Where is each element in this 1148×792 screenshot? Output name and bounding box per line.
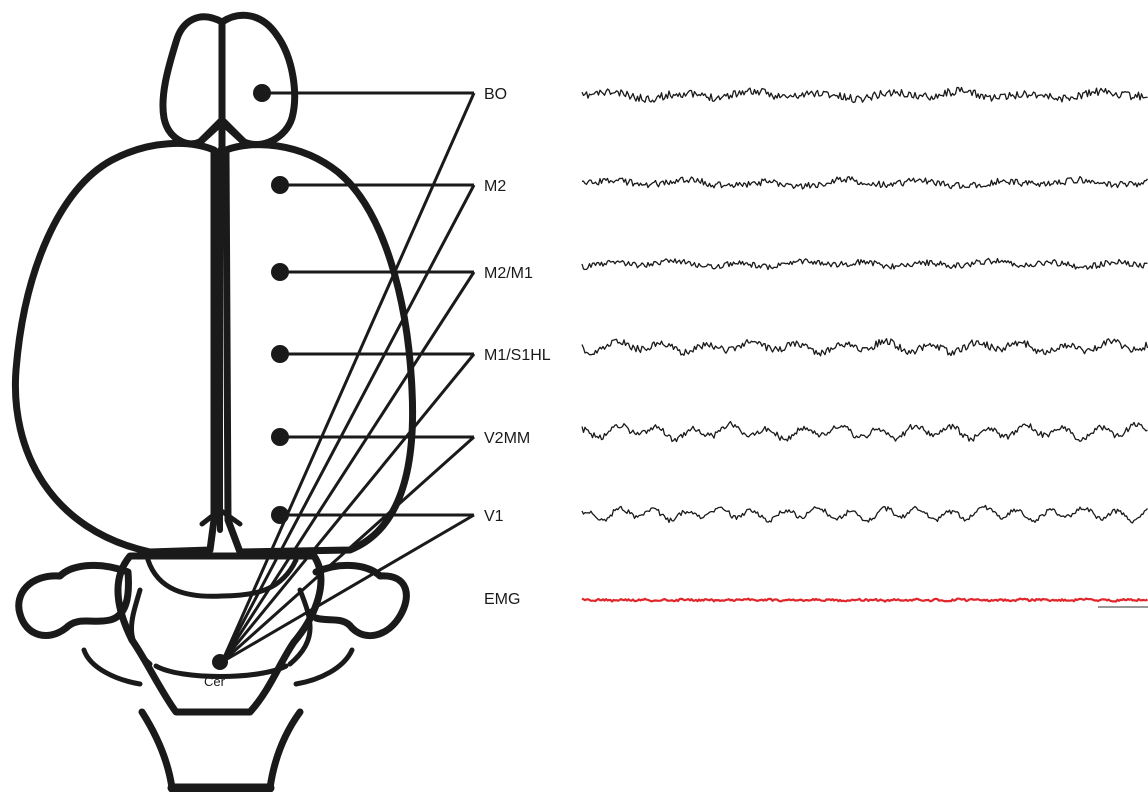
paraflocculus-right <box>312 561 410 640</box>
brain-outline <box>11 11 417 792</box>
trace-bo <box>581 86 1148 104</box>
right-hemisphere <box>222 141 417 556</box>
label-m2m1: M2/M1 <box>484 265 533 282</box>
trace-m2 <box>581 175 1148 190</box>
label-m1s1hl: M1/S1HL <box>484 347 551 364</box>
left-hemisphere <box>11 140 218 556</box>
label-bo: BO <box>484 86 507 103</box>
trace-v1 <box>581 504 1148 524</box>
leader-lines <box>220 91 476 664</box>
trace-emg <box>581 597 1148 603</box>
label-emg: EMG <box>484 591 520 608</box>
label-cer: Cer <box>204 674 226 689</box>
traces <box>581 86 1148 603</box>
channel-labels: BO M2 M2/M1 M1/S1HL V2MM V1 EMG Cer <box>204 86 551 689</box>
label-m2: M2 <box>484 178 506 195</box>
label-v1: V1 <box>484 508 504 525</box>
trace-m2m1 <box>581 257 1148 271</box>
label-v2mm: V2MM <box>484 430 530 447</box>
trace-m1s1hl <box>581 338 1148 357</box>
paraflocculus-left <box>15 561 132 639</box>
brainstem <box>138 708 304 792</box>
trace-v2mm <box>581 420 1148 443</box>
olfactory-bulb-right <box>218 11 299 148</box>
